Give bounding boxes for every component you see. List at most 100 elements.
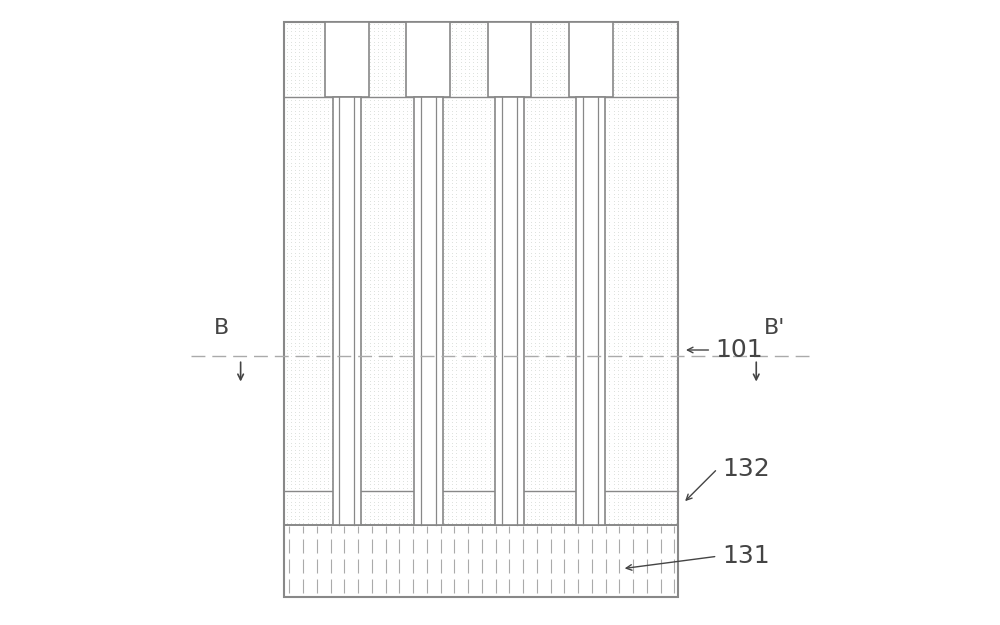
Point — [655, 310, 671, 320]
Point — [498, 424, 514, 434]
Point — [308, 209, 324, 219]
Point — [589, 123, 605, 133]
Point — [378, 344, 394, 354]
Point — [560, 518, 576, 528]
Point — [601, 64, 617, 74]
Point — [568, 75, 584, 85]
Point — [444, 396, 460, 406]
Point — [531, 286, 547, 296]
Point — [577, 92, 593, 102]
Point — [469, 258, 485, 268]
Point — [639, 410, 655, 420]
Point — [428, 341, 444, 351]
Point — [635, 400, 651, 410]
Point — [556, 127, 572, 137]
Point — [535, 261, 551, 271]
Point — [411, 220, 427, 230]
Point — [510, 37, 526, 47]
Point — [573, 462, 589, 472]
Point — [399, 68, 415, 78]
Point — [486, 82, 502, 92]
Point — [415, 71, 431, 81]
Point — [585, 376, 601, 386]
Point — [291, 386, 307, 396]
Point — [663, 182, 679, 192]
Point — [502, 175, 518, 185]
Point — [461, 472, 477, 482]
Point — [287, 85, 303, 95]
Point — [560, 64, 576, 74]
Point — [448, 393, 464, 403]
Point — [573, 469, 589, 479]
Point — [428, 179, 444, 189]
Point — [531, 441, 547, 451]
Point — [461, 192, 477, 202]
Point — [523, 123, 539, 133]
Point — [552, 500, 568, 510]
Point — [395, 452, 411, 462]
Point — [349, 144, 365, 154]
Point — [320, 511, 336, 521]
Point — [614, 417, 630, 427]
Point — [606, 334, 622, 344]
Point — [341, 248, 357, 258]
Point — [515, 331, 531, 341]
Point — [618, 127, 634, 137]
Point — [440, 213, 456, 223]
Point — [601, 479, 617, 489]
Point — [374, 493, 390, 503]
Point — [461, 338, 477, 348]
Point — [469, 279, 485, 289]
Point — [494, 130, 510, 140]
Point — [535, 58, 551, 68]
Point — [337, 358, 353, 368]
Point — [651, 292, 667, 302]
Point — [333, 154, 349, 164]
Point — [618, 518, 634, 528]
Point — [515, 476, 531, 486]
Point — [382, 466, 398, 476]
Point — [519, 196, 535, 206]
Point — [337, 514, 353, 524]
Point — [407, 89, 423, 99]
Point — [552, 269, 568, 279]
Point — [519, 417, 535, 427]
Point — [651, 199, 667, 209]
Point — [655, 68, 671, 78]
Point — [341, 310, 357, 320]
Point — [428, 120, 444, 130]
Point — [610, 220, 626, 230]
Point — [333, 172, 349, 182]
Point — [469, 369, 485, 379]
Point — [490, 227, 506, 237]
Point — [329, 96, 345, 106]
Point — [378, 154, 394, 164]
Point — [618, 130, 634, 140]
Point — [337, 168, 353, 178]
Point — [593, 351, 609, 361]
Point — [593, 158, 609, 168]
Point — [357, 231, 373, 241]
Point — [560, 265, 576, 275]
Point — [552, 96, 568, 106]
Point — [362, 130, 378, 140]
Point — [465, 466, 481, 476]
Point — [370, 403, 386, 413]
Point — [465, 26, 481, 36]
Point — [362, 102, 378, 112]
Point — [378, 144, 394, 154]
Point — [324, 286, 340, 296]
Point — [312, 265, 328, 275]
Point — [577, 310, 593, 320]
Point — [556, 403, 572, 413]
Point — [523, 389, 539, 399]
Point — [329, 403, 345, 413]
Point — [312, 202, 328, 212]
Point — [378, 334, 394, 344]
Point — [535, 497, 551, 507]
Point — [635, 486, 651, 496]
Point — [606, 286, 622, 296]
Point — [382, 365, 398, 375]
Point — [564, 123, 580, 133]
Point — [324, 379, 340, 389]
